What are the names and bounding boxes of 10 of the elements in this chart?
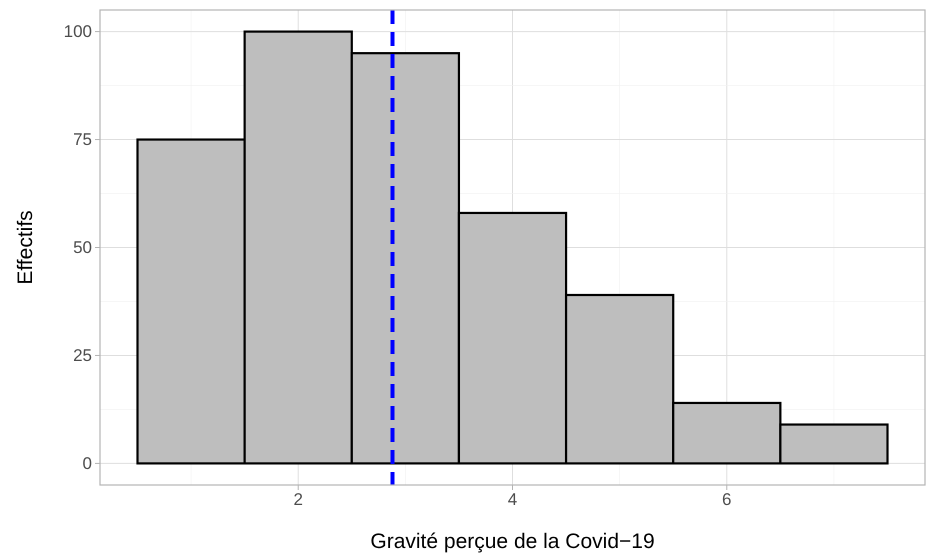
x-axis-title: Gravité perçue de la Covid−19 <box>370 530 655 553</box>
y-tick-label: 25 <box>73 346 92 365</box>
y-axis-title: Effectifs <box>14 210 37 285</box>
y-tick-label: 50 <box>73 238 92 257</box>
x-tick-label: 2 <box>293 490 303 510</box>
y-tick-label: 75 <box>73 130 92 149</box>
x-tick-label: 6 <box>722 490 732 510</box>
y-tick-label: 0 <box>82 454 92 473</box>
x-tick-label: 4 <box>508 490 518 510</box>
y-tick-label: 100 <box>64 22 92 42</box>
